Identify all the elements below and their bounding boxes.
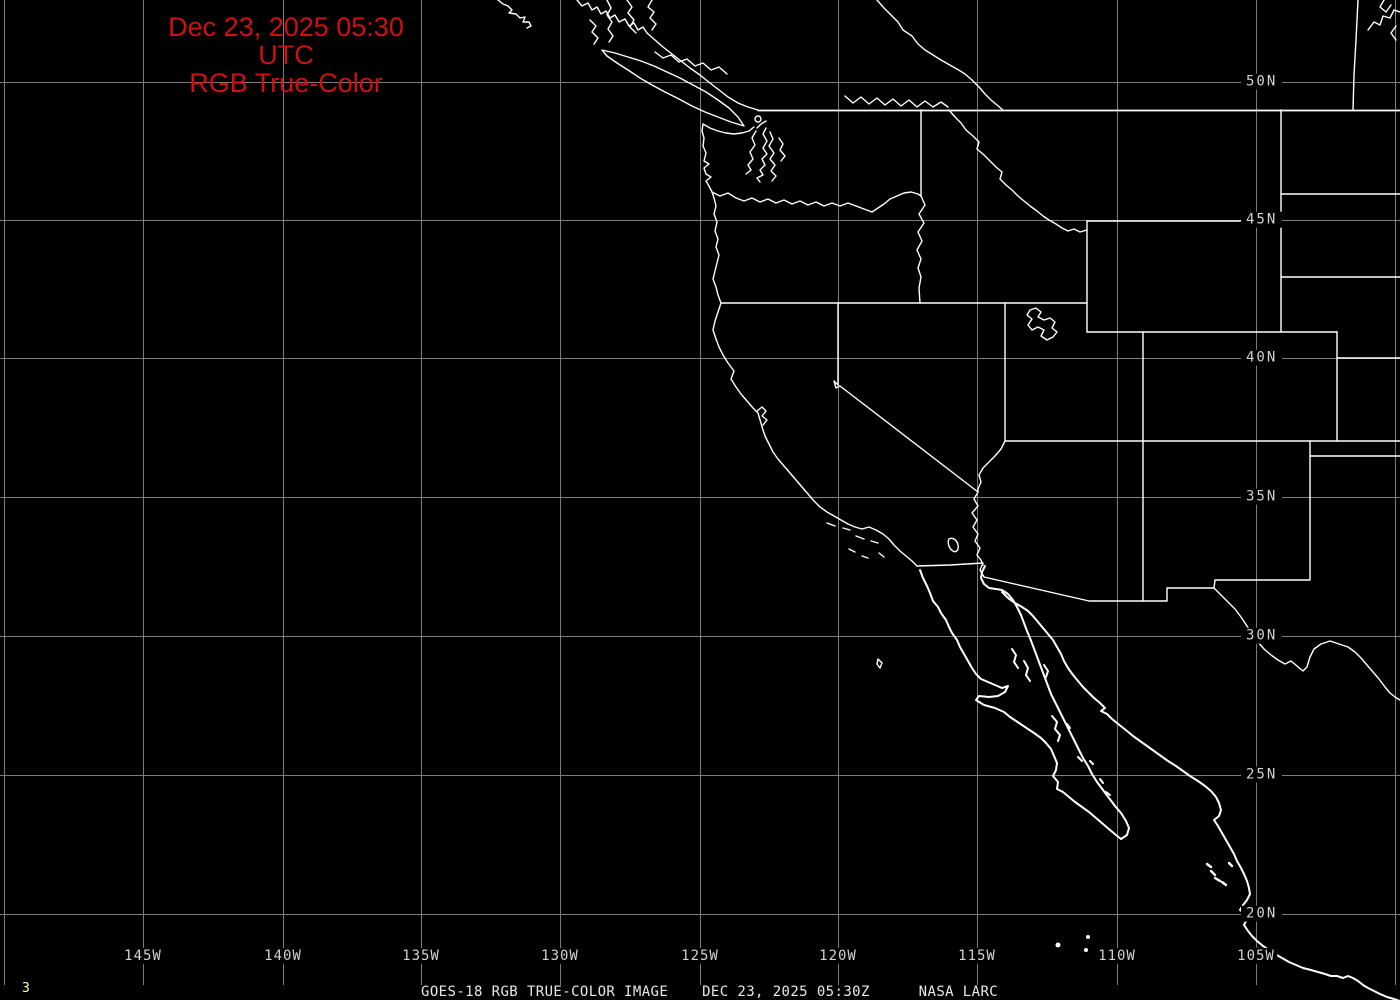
baja-pacific-coastline xyxy=(919,569,1122,840)
sonora-sinaloa-coastline xyxy=(1001,591,1400,1000)
oregon-idaho-snake-border-line xyxy=(916,195,926,304)
west-coast-coastline xyxy=(701,123,918,567)
san-francisco-bay-inlet xyxy=(756,406,768,426)
nv-az-colorado-river-line xyxy=(977,440,1006,493)
lon-tick-label-130W: 130W xyxy=(539,948,581,964)
caption-bar: GOES-18 RGB TRUE-COLOR IMAGE DEC 23, 202… xyxy=(421,984,998,1000)
columbia-river-border-line xyxy=(711,191,922,213)
caption-timestamp: DEC 23, 2025 05:30Z xyxy=(702,984,870,1000)
bc-mainland-coastline xyxy=(646,32,759,111)
juan-de-fuca-shoreline xyxy=(702,123,755,135)
vancouver-island-coastline xyxy=(601,49,745,127)
lat-tick-label-50N: 50N xyxy=(1241,73,1283,90)
lat-tick-label-25N: 25N xyxy=(1241,766,1283,783)
ca-az-colorado-river-line xyxy=(971,491,984,566)
lat-tick-label-20N: 20N xyxy=(1241,905,1283,922)
lon-tick-label-135W: 135W xyxy=(400,948,442,964)
channel-islands xyxy=(826,522,885,559)
lon-tick-label-145W: 145W xyxy=(122,948,164,964)
us-mexico-border-line xyxy=(916,562,1215,602)
title-product-type: RGB True-Color xyxy=(189,68,383,98)
islas-marias xyxy=(1205,861,1234,887)
manitoba-lakes-coastline xyxy=(1367,0,1400,41)
baja-gulf-coastline xyxy=(980,565,1130,840)
lat-tick-label-45N: 45N xyxy=(1241,211,1283,228)
gulf-of-california-islands xyxy=(1011,648,1111,796)
lon-tick-label-140W: 140W xyxy=(262,948,304,964)
product-title: Dec 23, 2025 05:30 UTC RGB True-Color xyxy=(148,13,424,97)
salton-sea-outline xyxy=(947,537,959,553)
rio-grande-border-line xyxy=(1213,587,1400,701)
lon-tick-label-125W: 125W xyxy=(679,948,721,964)
frame-counter: 3 xyxy=(22,981,30,996)
lat-tick-label-40N: 40N xyxy=(1241,349,1283,366)
great-salt-lake-outline xyxy=(1026,307,1058,341)
nm-tx-border-line xyxy=(1213,455,1311,589)
revillagigedo-islands xyxy=(1055,935,1090,952)
lat-tick-label-35N: 35N xyxy=(1241,488,1283,505)
haida-gwaii-coastline xyxy=(497,0,532,29)
bc-alberta-divide-line xyxy=(876,0,1004,111)
cedros-island xyxy=(876,658,883,669)
bc-interior-lakes-squiggle xyxy=(844,95,949,108)
georgia-strait-islands xyxy=(654,51,728,75)
title-datetime: Dec 23, 2025 05:30 UTC xyxy=(168,12,404,70)
saskatchewan-manitoba-border-line xyxy=(1352,0,1359,111)
caption-credit: NASA LARC xyxy=(918,984,999,1000)
puget-sound-shoreline xyxy=(745,120,786,183)
lon-tick-label-115W: 115W xyxy=(956,948,998,964)
lon-tick-label-120W: 120W xyxy=(817,948,859,964)
caption-product: GOES-18 RGB TRUE-COLOR IMAGE xyxy=(421,984,669,1000)
bc-fjords-coastline xyxy=(576,0,657,45)
ca-nv-border-line xyxy=(833,302,979,493)
lon-tick-label-110W: 110W xyxy=(1096,948,1138,964)
idaho-montana-border-line xyxy=(948,109,1088,233)
lon-tick-label-105W: 105W xyxy=(1235,948,1277,964)
lat-tick-label-30N: 30N xyxy=(1241,627,1283,644)
san-juan-island xyxy=(754,115,762,123)
